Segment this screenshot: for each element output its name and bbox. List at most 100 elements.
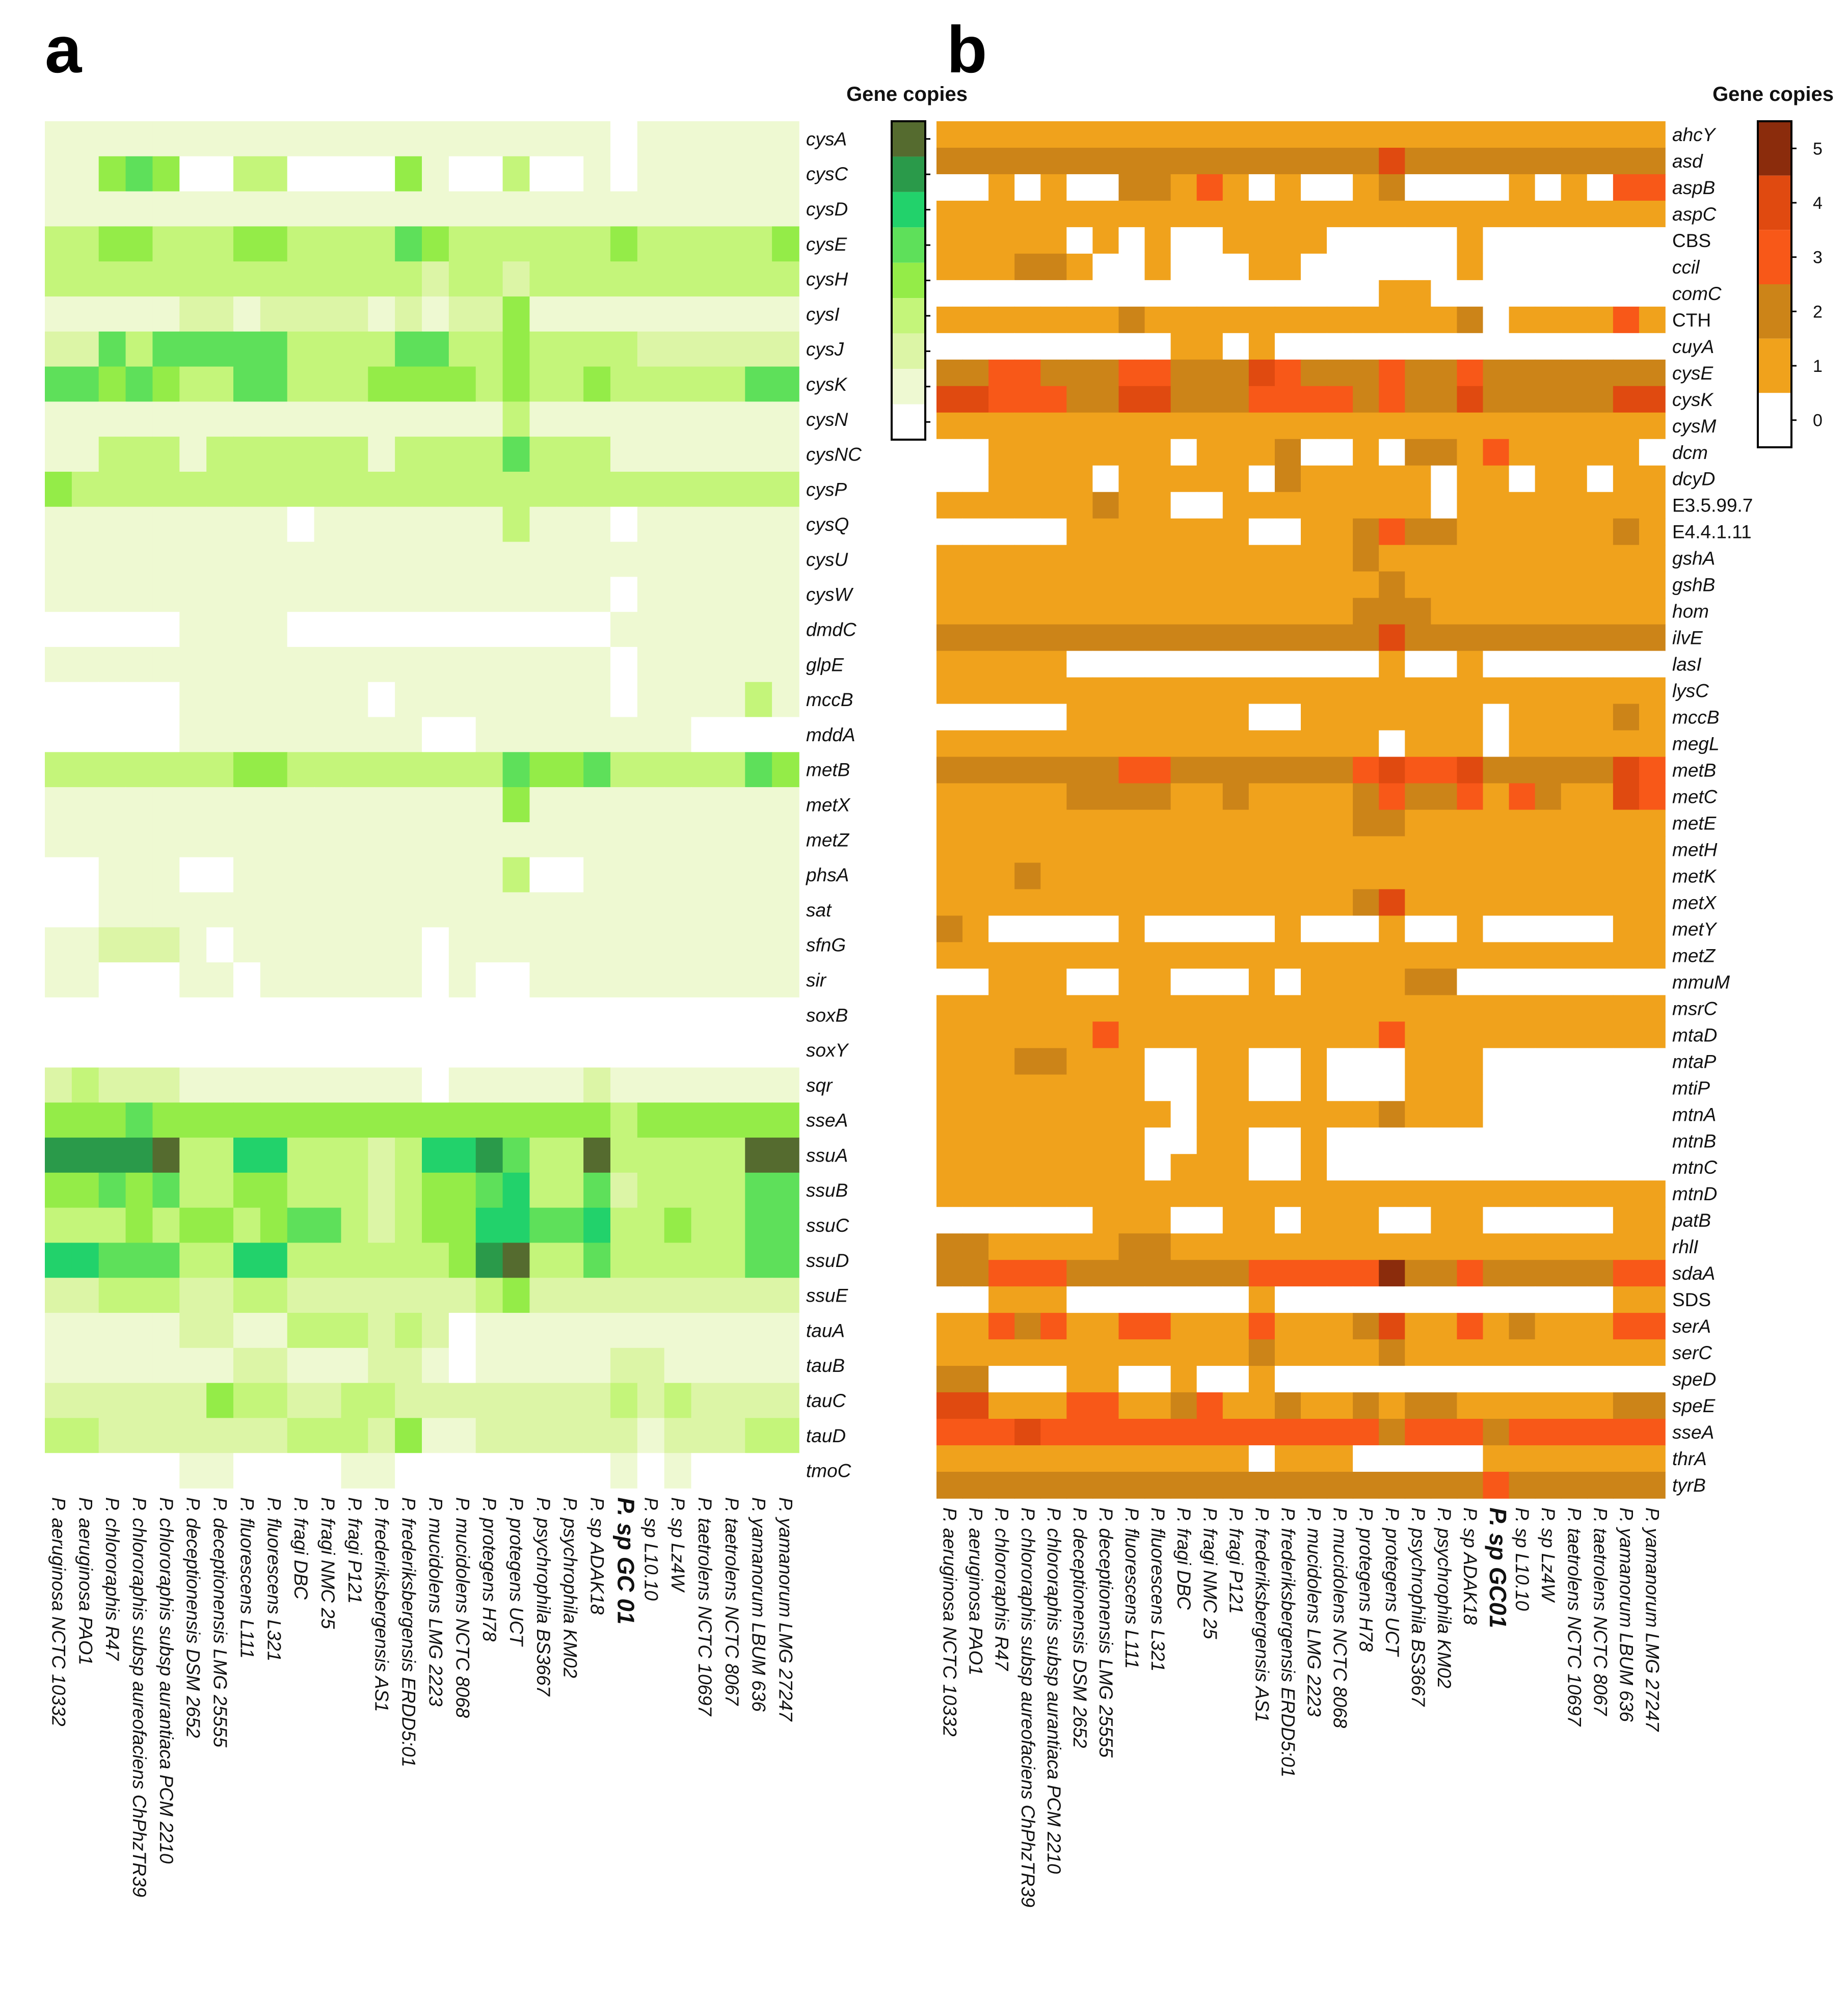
panel-b-cell-megL-10 xyxy=(1196,730,1223,758)
panel-b-cell-sseA-27 xyxy=(1639,1419,1666,1446)
panel-b-cell-cysM-9 xyxy=(1170,412,1197,440)
panel-b-cell-mtaD-12 xyxy=(1248,1021,1275,1049)
panel-a-cell-tauC-25 xyxy=(718,1383,746,1419)
panel-a-cell-cysA-4 xyxy=(152,121,180,157)
panel-b-cell-aspB-11 xyxy=(1222,174,1249,201)
panel-b-cell-mtnC-17 xyxy=(1379,1154,1406,1181)
panel-a-cell-cysN-20 xyxy=(583,401,611,437)
panel-a-cell-ssuC-14 xyxy=(422,1207,449,1244)
panel-b-cell-thrA-2 xyxy=(988,1445,1015,1472)
panel-a-cell-cysW-4 xyxy=(152,577,180,612)
panel-b-cell-lysC-21 xyxy=(1483,677,1510,705)
panel-b-cell-lasI-20 xyxy=(1457,651,1484,678)
panel-b-cell-speD-0 xyxy=(936,1366,963,1393)
panel-a-cell-cysE-13 xyxy=(395,226,422,262)
panel-b-cell-sseA-13 xyxy=(1274,1419,1301,1446)
panel-b-row-label: mtnD xyxy=(1672,1183,1717,1204)
panel-b-cell-cysE-18 xyxy=(1405,359,1432,387)
panel-b-cell-sdaA-1 xyxy=(962,1260,989,1287)
panel-a-cell-cysQ-22 xyxy=(637,506,665,543)
panel-a-cell-ssuB-23 xyxy=(664,1172,692,1208)
panel-b-cell-mtnA-14 xyxy=(1301,1101,1327,1128)
panel-b-cell-ccil-19 xyxy=(1431,253,1458,281)
panel-b-cell-sseA-4 xyxy=(1040,1419,1067,1446)
panel-b-cell-aspC-25 xyxy=(1587,200,1614,228)
panel-b-cell-cysE-7 xyxy=(1118,359,1145,387)
panel-b-cell-rhlI-22 xyxy=(1509,1233,1536,1260)
panel-b-cell-ilvE-21 xyxy=(1483,624,1510,652)
panel-b-cell-gshB-15 xyxy=(1327,571,1353,599)
panel-a-cell-tauD-2 xyxy=(98,1418,126,1453)
panel-a-cell-glpE-1 xyxy=(71,646,99,683)
panel-b-cell-mtnB-27 xyxy=(1639,1127,1666,1155)
panel-b-cell-mtnD-16 xyxy=(1353,1180,1380,1208)
panel-b-cell-sseA-24 xyxy=(1561,1419,1588,1446)
panel-a-cell-cysC-7 xyxy=(233,156,261,192)
panel-b-cell-E3.5.99.7-13 xyxy=(1274,492,1301,519)
panel-a-cell-soxB-10 xyxy=(314,997,342,1033)
panel-a-cell-ssuD-14 xyxy=(422,1243,449,1279)
panel-a-cell-cysJ-6 xyxy=(206,331,234,367)
panel-b-cell-sdaA-2 xyxy=(988,1260,1015,1287)
panel-b-cell-gshB-3 xyxy=(1014,571,1041,599)
panel-b-cell-patB-12 xyxy=(1248,1207,1275,1234)
panel-a-cell-tauC-27 xyxy=(772,1383,799,1419)
panel-b-cell-tyrB-0 xyxy=(936,1472,963,1499)
panel-a-cell-cysQ-18 xyxy=(529,506,557,543)
panel-b-cell-serC-14 xyxy=(1301,1339,1327,1366)
panel-a-cell-ssuD-16 xyxy=(475,1243,503,1279)
panel-a-cell-cysW-17 xyxy=(502,577,530,612)
panel-b-cell-dcm-2 xyxy=(988,439,1015,466)
panel-b-cell-mtnA-9 xyxy=(1170,1101,1197,1128)
panel-a-cell-ssuB-25 xyxy=(718,1172,746,1208)
panel-b-cell-gshB-24 xyxy=(1561,571,1588,599)
panel-b-cell-dcyD-20 xyxy=(1457,465,1484,493)
panel-b-cell-mtiP-22 xyxy=(1509,1074,1536,1102)
panel-a-cell-metB-17 xyxy=(502,752,530,788)
panel-b-cell-cuyA-26 xyxy=(1613,333,1640,360)
panel-b-cell-sseA-2 xyxy=(988,1419,1015,1446)
panel-b-cell-metH-1 xyxy=(962,836,989,863)
panel-b-cell-metE-11 xyxy=(1222,809,1249,837)
panel-a-cell-ssuA-1 xyxy=(71,1138,99,1173)
panel-a-cell-cysU-17 xyxy=(502,542,530,578)
panel-a-cell-cysK-19 xyxy=(556,366,584,402)
panel-b-cell-mtnB-13 xyxy=(1274,1127,1301,1155)
panel-a-cell-tmoC-11 xyxy=(341,1453,369,1489)
panel-a-cell-ssuD-12 xyxy=(368,1243,395,1279)
panel-a-cell-cysE-22 xyxy=(637,226,665,262)
panel-b-cell-sdaA-17 xyxy=(1379,1260,1406,1287)
panel-b-cell-E4.4.1.11-23 xyxy=(1535,518,1562,546)
panel-b-cell-mtiP-6 xyxy=(1092,1074,1119,1102)
panel-a-row-label: cysP xyxy=(806,479,847,500)
panel-a-cell-cysD-20 xyxy=(583,191,611,227)
panel-b-cell-metY-0 xyxy=(936,915,963,943)
panel-b-cell-lasI-16 xyxy=(1353,651,1380,678)
panel-b-cell-SDS-11 xyxy=(1222,1286,1249,1313)
panel-a-cell-sat-15 xyxy=(448,892,476,928)
panel-a-cell-soxY-17 xyxy=(502,1032,530,1068)
panel-b-cell-rhlI-3 xyxy=(1014,1233,1041,1260)
panel-b-cell-sseA-19 xyxy=(1431,1419,1458,1446)
panel-b-cell-metB-21 xyxy=(1483,757,1510,784)
panel-b-cell-lysC-7 xyxy=(1118,677,1145,705)
panel-a-cell-cysN-11 xyxy=(341,401,369,437)
panel-a-cell-cysA-13 xyxy=(395,121,422,157)
panel-a-cell-cysC-0 xyxy=(45,156,72,192)
panel-a-cell-cysJ-18 xyxy=(529,331,557,367)
panel-a-cell-soxY-16 xyxy=(475,1032,503,1068)
panel-a-cell-cysU-9 xyxy=(287,542,315,578)
panel-a-cell-cysK-6 xyxy=(206,366,234,402)
panel-a-cell-soxB-3 xyxy=(125,997,153,1033)
panel-a-cell-cysN-1 xyxy=(71,401,99,437)
panel-b-cell-cysM-2 xyxy=(988,412,1015,440)
panel-a-cell-sqr-3 xyxy=(125,1067,153,1103)
panel-b-cell-CBS-7 xyxy=(1118,227,1145,254)
panel-b-cell-cysE-22 xyxy=(1509,359,1536,387)
panel-b-cell-mccB-10 xyxy=(1196,704,1223,731)
panel-a-cell-glpE-24 xyxy=(691,646,719,683)
panel-b-cell-mtnB-2 xyxy=(988,1127,1015,1155)
panel-b-cell-gshB-19 xyxy=(1431,571,1458,599)
panel-b-cell-asd-21 xyxy=(1483,147,1510,175)
panel-b-cell-metY-19 xyxy=(1431,915,1458,943)
